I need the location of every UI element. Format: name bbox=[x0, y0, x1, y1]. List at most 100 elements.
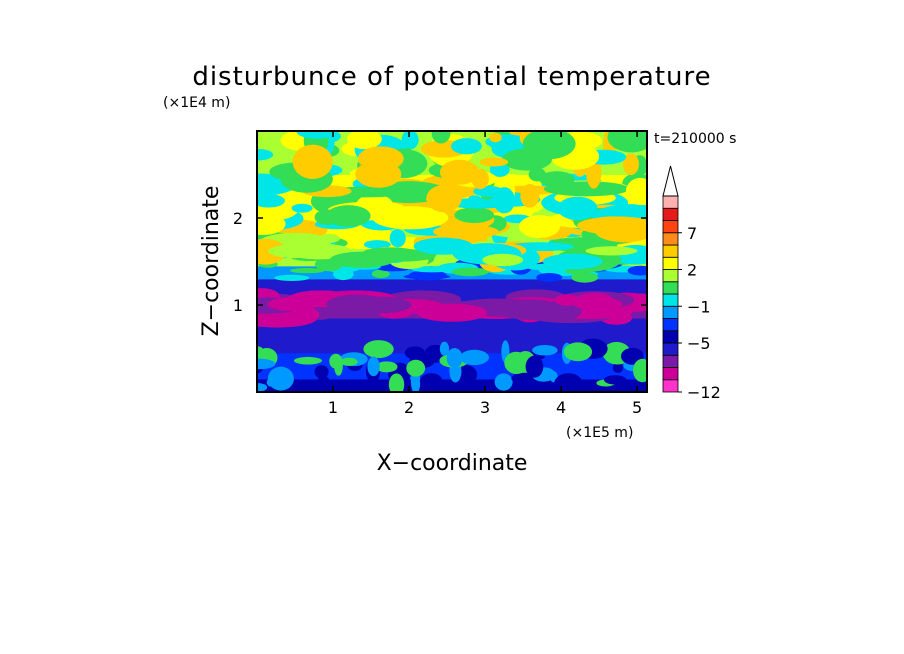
contour-feature bbox=[413, 237, 473, 255]
colorbar-segment bbox=[662, 330, 679, 344]
contour-feature bbox=[489, 132, 502, 143]
contour-feature bbox=[363, 340, 394, 359]
contour-feature bbox=[340, 357, 358, 366]
contour-feature bbox=[542, 253, 603, 270]
contour-feature bbox=[355, 160, 402, 188]
colorbar-segment bbox=[662, 244, 679, 258]
contour-feature bbox=[416, 303, 488, 322]
y-axis-ticks: 12 bbox=[233, 209, 647, 315]
contour-feature bbox=[296, 131, 337, 139]
contour-feature bbox=[363, 240, 391, 249]
contour-feature bbox=[274, 274, 310, 282]
x-tick-label: 3 bbox=[480, 398, 490, 417]
x-axis-label: X−coordinate bbox=[377, 451, 528, 476]
plot-frame bbox=[256, 130, 648, 393]
colorbar-segment bbox=[662, 379, 679, 393]
contour-feature bbox=[571, 272, 599, 283]
contour-feature bbox=[554, 294, 581, 306]
time-label: t=210000 s bbox=[654, 131, 736, 147]
contour-feature bbox=[371, 269, 390, 279]
colorbar-segment bbox=[662, 367, 679, 381]
contour-feature bbox=[504, 351, 529, 375]
contour-feature bbox=[257, 148, 274, 161]
contour-feature bbox=[329, 251, 395, 268]
contour-feature bbox=[439, 341, 450, 356]
x-tick-label: 2 bbox=[404, 398, 414, 417]
colorbar-segment bbox=[662, 305, 679, 319]
contour-feature bbox=[603, 375, 627, 385]
contour-feature bbox=[522, 131, 576, 160]
contour-feature bbox=[411, 266, 452, 273]
contour-feature bbox=[494, 373, 513, 391]
colorbar-label: 2 bbox=[687, 261, 697, 280]
contour-feature bbox=[377, 202, 406, 216]
contour-feature bbox=[563, 342, 593, 362]
contour-feature bbox=[291, 203, 313, 213]
chart-title: disturbunce of potential temperature bbox=[192, 62, 711, 92]
contour-feature bbox=[314, 365, 329, 379]
contour-feature bbox=[490, 305, 563, 319]
colorbar-segment bbox=[662, 342, 679, 356]
contour-feature bbox=[257, 212, 286, 235]
contour-feature bbox=[518, 215, 560, 239]
contour-feature bbox=[622, 153, 639, 176]
colorbar-extend-arrow bbox=[662, 165, 679, 197]
contour-band bbox=[257, 378, 647, 392]
contour-feature bbox=[292, 144, 333, 179]
contour-feature bbox=[316, 375, 331, 392]
colorbar bbox=[662, 165, 679, 393]
contour-feature bbox=[333, 268, 354, 281]
contour-feature bbox=[257, 193, 285, 208]
contour-feature bbox=[257, 358, 276, 370]
contour-feature bbox=[431, 131, 451, 144]
contour-feature bbox=[401, 131, 419, 150]
colorbar-label: 7 bbox=[687, 224, 697, 243]
contour-feature bbox=[633, 358, 647, 383]
colorbar-segment bbox=[662, 354, 679, 368]
colorbar-segment bbox=[662, 269, 679, 283]
contour-feature bbox=[532, 344, 558, 356]
contour-feature bbox=[289, 267, 325, 274]
contour-feature bbox=[267, 297, 318, 312]
y-tick-label: 1 bbox=[233, 296, 243, 315]
contour-feature bbox=[446, 347, 463, 369]
contour-feature bbox=[520, 184, 540, 208]
contour-feature bbox=[451, 267, 490, 277]
contour-feature bbox=[419, 373, 443, 390]
contour-feature bbox=[326, 205, 371, 227]
contour-feature bbox=[482, 253, 524, 267]
contour-feature bbox=[389, 228, 406, 248]
contour-feature bbox=[592, 216, 633, 226]
colorbar-segment bbox=[662, 318, 679, 332]
x-tick-label: 1 bbox=[328, 398, 338, 417]
y-unit-label: (×1E4 m) bbox=[163, 95, 230, 111]
contour-feature bbox=[347, 131, 382, 150]
contour-feature bbox=[454, 207, 495, 223]
contour-feature bbox=[403, 273, 451, 280]
contour-feature bbox=[539, 171, 575, 188]
colorbar-segment bbox=[662, 195, 679, 209]
contour-feature bbox=[525, 355, 544, 378]
y-axis-label: Z−coordinate bbox=[199, 186, 224, 337]
contour-feature bbox=[267, 366, 294, 391]
contour-feature bbox=[451, 138, 482, 155]
contour-feature bbox=[625, 177, 647, 206]
colorbar-label: −5 bbox=[687, 334, 711, 353]
x-tick-label: 5 bbox=[632, 398, 642, 417]
contour-feature bbox=[627, 265, 647, 276]
contour-features bbox=[257, 131, 647, 392]
contour-feature bbox=[426, 184, 462, 213]
contour-feature bbox=[349, 296, 412, 314]
contour-feature bbox=[257, 383, 268, 392]
colorbar-label: −1 bbox=[687, 297, 711, 316]
contour-feature bbox=[585, 246, 638, 256]
colorbar-segment bbox=[662, 232, 679, 246]
contour-feature bbox=[459, 349, 489, 366]
colorbar-segment bbox=[662, 220, 679, 234]
x-unit-label: (×1E5 m) bbox=[566, 425, 633, 441]
contour-feature bbox=[375, 361, 398, 373]
x-axis-ticks: 1 2 3 4 5 bbox=[328, 131, 642, 417]
contour-feature bbox=[329, 353, 343, 369]
contour-feature bbox=[294, 356, 322, 365]
